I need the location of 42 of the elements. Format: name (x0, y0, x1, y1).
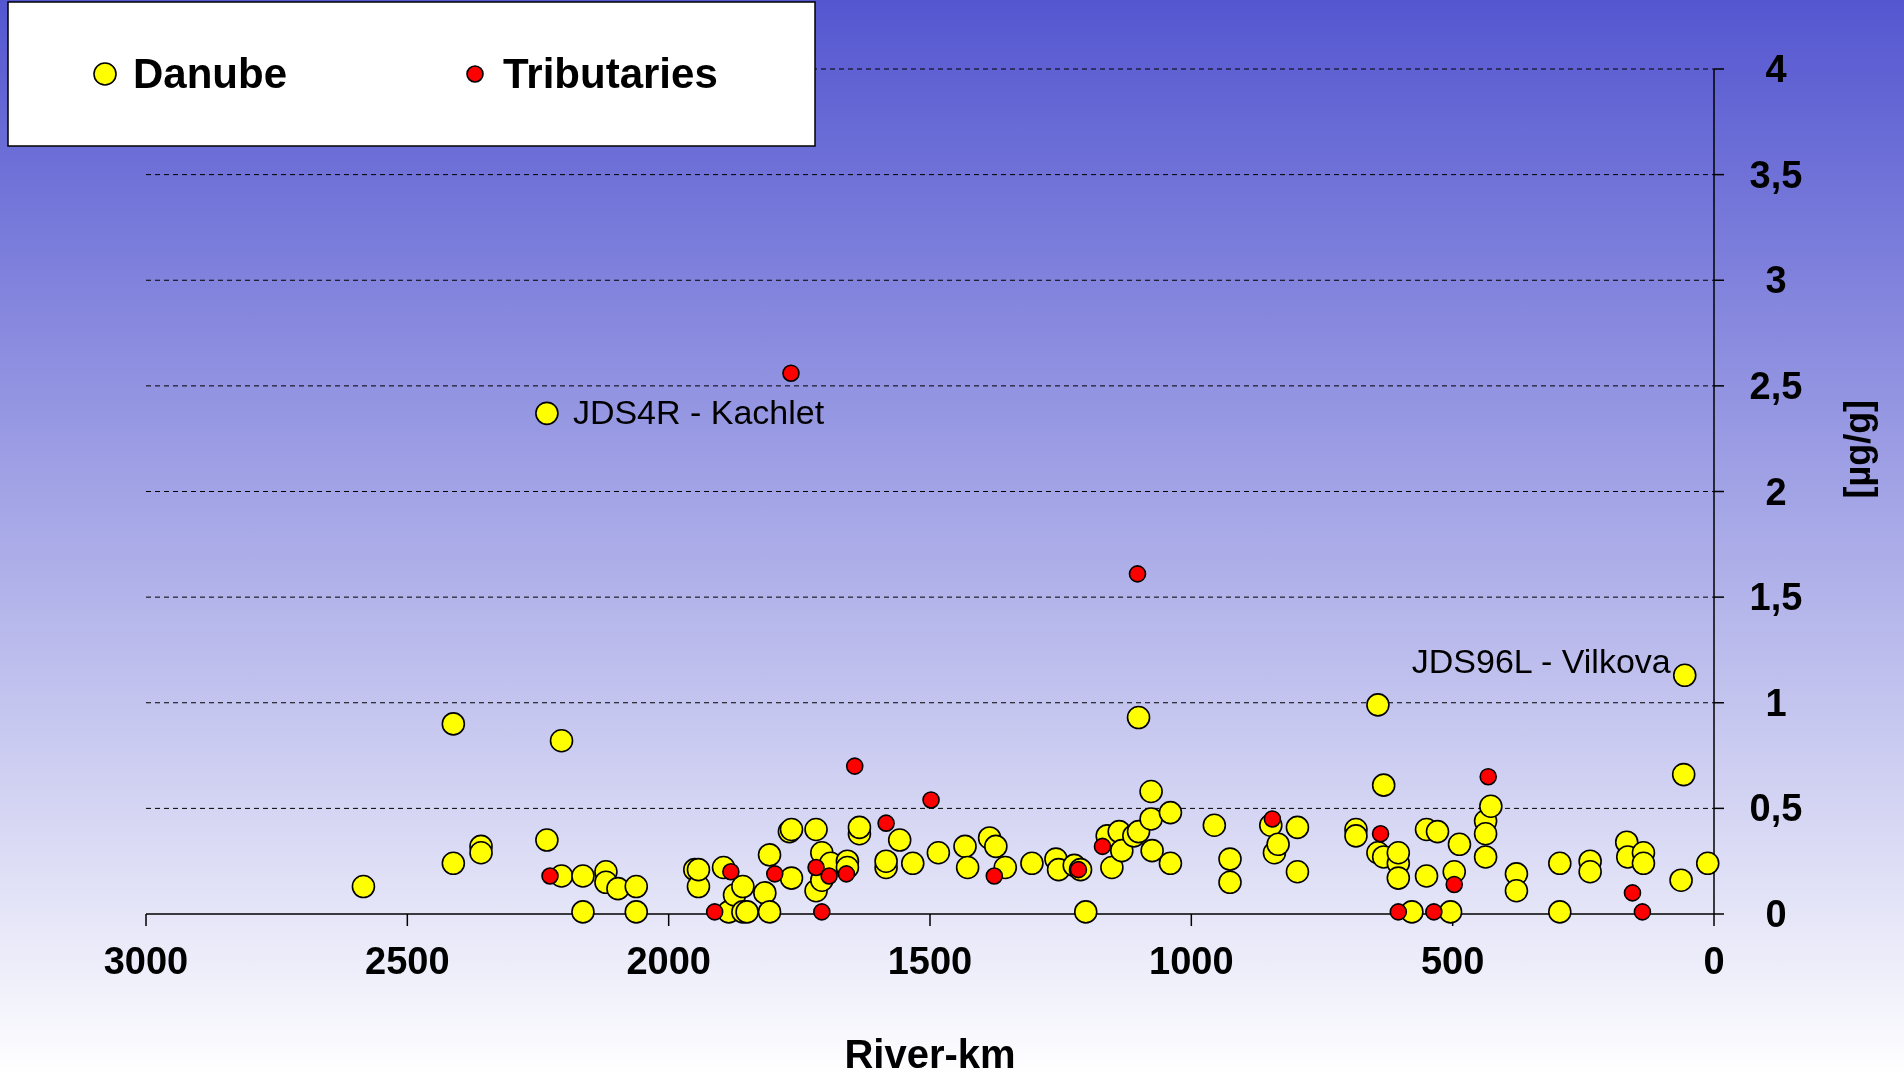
point (765, 865, 784, 883)
point (1623, 884, 1642, 902)
y-axis-title: [µg/g] (1837, 399, 1878, 499)
y-tick-label: 1,5 (1749, 576, 1803, 619)
point (782, 364, 800, 382)
legend-label: Danube (133, 50, 288, 97)
x-tick-label: 1000 (1149, 940, 1234, 982)
annotation: JDS4R - Kachlet (572, 393, 825, 432)
point (1128, 565, 1147, 583)
point (985, 867, 1004, 885)
point (1633, 903, 1652, 921)
x-tick-label: 3000 (103, 940, 189, 982)
point (541, 867, 559, 885)
x-tick-label: 2000 (626, 940, 711, 982)
y-tick-label: 2 (1765, 470, 1787, 513)
point (820, 867, 838, 885)
x-tick-label: 2500 (365, 940, 450, 982)
y-tick-label: 1 (1765, 681, 1787, 724)
x-tick-label: 1500 (887, 940, 973, 982)
point (705, 903, 724, 921)
x-tick-label: 0 (1703, 940, 1725, 982)
point (1479, 767, 1498, 786)
point (877, 814, 895, 832)
y-tick-label: 0 (1765, 893, 1787, 935)
y-tick-label: 3,5 (1749, 153, 1803, 196)
point (813, 903, 831, 921)
point (807, 858, 825, 877)
point (922, 791, 940, 809)
y-tick-label: 2,5 (1749, 364, 1803, 407)
x-axis-title: River-km (844, 1032, 1016, 1076)
point (1389, 903, 1408, 921)
annotation: JDS96L - Vilkova (1411, 642, 1671, 681)
point (1445, 875, 1464, 894)
y-tick-label: 4 (1765, 48, 1787, 90)
y-tick-label: 0,5 (1749, 787, 1803, 830)
x-tick-label: 500 (1420, 940, 1485, 982)
y-tick-label: 3 (1765, 259, 1787, 302)
point (1093, 837, 1112, 856)
point (845, 757, 864, 775)
legend-label: Tributaries (503, 50, 718, 97)
point (1425, 903, 1443, 921)
point (1371, 824, 1390, 843)
